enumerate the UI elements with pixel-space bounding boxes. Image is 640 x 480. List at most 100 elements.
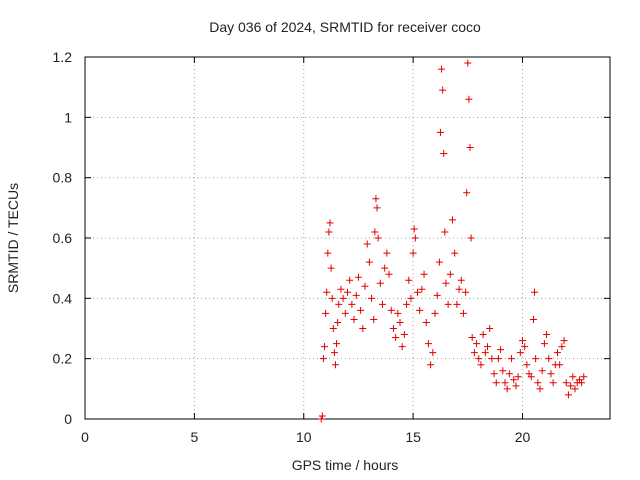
data-point xyxy=(492,379,500,387)
data-point xyxy=(564,391,572,399)
data-point xyxy=(326,219,334,227)
data-point xyxy=(346,276,354,284)
data-point xyxy=(467,234,475,242)
data-point xyxy=(490,370,498,378)
data-point xyxy=(554,349,561,357)
data-point xyxy=(389,325,397,332)
y-tick-label: 0.6 xyxy=(53,230,73,246)
data-point xyxy=(376,279,384,287)
data-point xyxy=(441,228,449,236)
data-point xyxy=(396,318,404,326)
data-point xyxy=(580,373,588,381)
data-point xyxy=(455,285,463,293)
data-point xyxy=(475,355,483,363)
data-point xyxy=(427,361,435,369)
axis-tick-labels: 0 5 10 15 20 0 0.2 0.4 0.6 0.8 1 1.2 xyxy=(53,49,531,445)
data-point xyxy=(519,337,526,345)
data-point xyxy=(512,382,520,390)
data-point xyxy=(328,294,336,302)
data-point xyxy=(468,334,476,342)
data-point xyxy=(486,325,494,332)
data-point xyxy=(503,385,511,393)
data-point xyxy=(494,355,502,363)
data-point xyxy=(562,379,570,387)
data-point xyxy=(536,385,544,393)
data-point xyxy=(371,228,379,236)
data-point xyxy=(359,325,367,332)
data-point xyxy=(374,234,382,242)
data-point xyxy=(394,309,402,317)
data-point xyxy=(411,234,419,242)
data-point xyxy=(335,300,343,308)
data-point xyxy=(505,370,513,378)
chart-title: Day 036 of 2024, SRMTID for receiver coc… xyxy=(209,19,481,35)
data-point xyxy=(422,318,430,326)
data-point xyxy=(484,343,491,351)
data-point xyxy=(348,300,356,308)
data-point xyxy=(521,343,529,351)
data-point xyxy=(497,346,505,354)
data-point xyxy=(442,279,450,287)
y-tick-label: 0.4 xyxy=(53,290,73,306)
data-point xyxy=(439,86,447,94)
axis-ticks xyxy=(84,56,610,420)
data-point xyxy=(318,412,326,420)
data-point xyxy=(373,204,381,212)
data-points xyxy=(317,59,588,423)
data-point xyxy=(327,264,335,272)
data-point xyxy=(410,225,418,233)
data-point xyxy=(339,294,347,302)
data-point xyxy=(344,288,351,296)
data-point xyxy=(379,300,386,308)
data-point xyxy=(477,361,485,369)
data-point xyxy=(569,373,577,381)
data-point xyxy=(392,334,400,342)
data-point xyxy=(470,349,478,357)
data-point xyxy=(322,309,330,317)
data-point xyxy=(416,306,424,314)
data-point xyxy=(435,258,443,266)
data-point xyxy=(556,361,564,369)
y-tick-label: 0.8 xyxy=(53,170,73,186)
data-point xyxy=(578,379,586,387)
data-point xyxy=(383,249,391,257)
data-point xyxy=(400,331,408,339)
data-point xyxy=(333,340,341,348)
data-point xyxy=(473,340,481,348)
x-axis-label: GPS time / hours xyxy=(292,457,399,473)
data-point xyxy=(466,144,474,151)
data-point xyxy=(424,340,432,348)
data-point xyxy=(387,306,395,314)
data-point xyxy=(431,309,439,317)
data-point xyxy=(329,325,337,332)
data-point xyxy=(331,361,339,369)
data-point xyxy=(527,373,535,381)
data-point xyxy=(501,379,509,387)
data-point xyxy=(398,343,406,351)
data-point xyxy=(549,379,557,387)
data-point xyxy=(532,355,540,363)
x-tick-label: 20 xyxy=(515,429,531,445)
data-point xyxy=(508,355,516,363)
data-point xyxy=(540,340,548,348)
data-point xyxy=(436,128,444,136)
x-tick-label: 10 xyxy=(296,429,312,445)
data-point xyxy=(361,282,369,290)
data-point xyxy=(464,59,472,67)
data-point xyxy=(330,349,338,357)
data-point xyxy=(385,270,393,278)
data-point xyxy=(488,355,496,363)
data-point xyxy=(558,343,566,351)
data-point xyxy=(357,306,365,314)
y-tick-label: 1.2 xyxy=(53,49,73,65)
data-point xyxy=(510,376,518,384)
data-point xyxy=(350,315,358,323)
y-axis-label: SRMTID / TECUs xyxy=(5,183,21,293)
data-point xyxy=(438,65,446,73)
data-point xyxy=(538,367,546,375)
data-point xyxy=(534,379,542,387)
data-point xyxy=(459,309,467,317)
data-point xyxy=(463,189,471,197)
grid xyxy=(85,57,610,419)
